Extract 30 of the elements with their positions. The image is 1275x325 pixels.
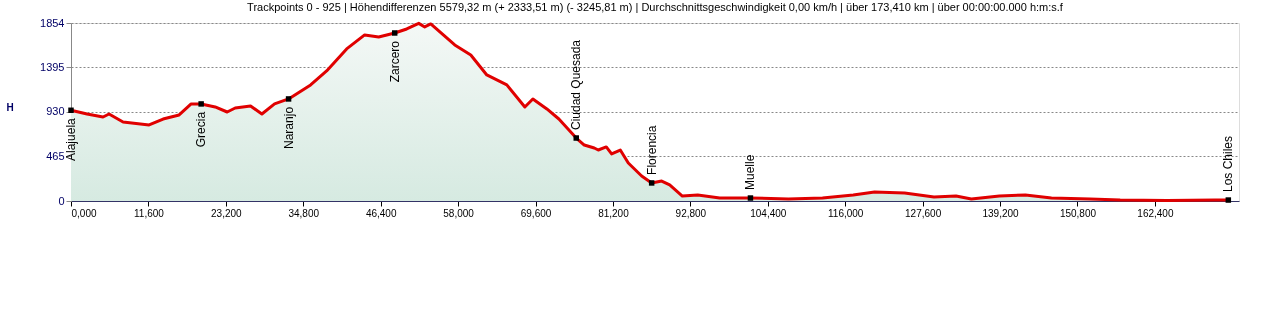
x-tick-label: 69,600 xyxy=(520,207,552,219)
x-tick-label: 23,200 xyxy=(211,207,243,219)
annotation: Alajuela xyxy=(64,117,78,161)
x-tick-label: 81,200 xyxy=(598,207,630,219)
annotation: Florencia xyxy=(644,125,659,175)
x-tick-label: 150,800 xyxy=(1059,207,1097,219)
y-tick-label: 1395 xyxy=(40,60,65,73)
y-axis-title: H xyxy=(6,101,14,113)
chart-title: Trackpoints 0 - 925 | Höhendifferenzen 5579,32 m (+ 2333,51 m) (- 3245,81 m) | Durchschnittsgeschwindigkeit 0,00 km/h | über 173,410 km | über 00:00:00.000 h:m:s.f xyxy=(247,1,1064,13)
annotation: Ciudad Quesada xyxy=(569,39,584,131)
annotation: Muelle xyxy=(743,154,758,191)
y-tick-label: 0 xyxy=(58,194,65,207)
y-tick-label: 465 xyxy=(46,149,65,162)
y-tick-label: 930 xyxy=(46,105,65,118)
x-tick-label: 116,000 xyxy=(828,207,864,219)
x-tick-label: 58,000 xyxy=(443,207,475,219)
annotation: Los Chiles xyxy=(1221,136,1236,193)
annotation: Grecia xyxy=(194,111,209,148)
x-tick-label: 104,400 xyxy=(750,207,787,219)
x-tick-label: 0,000 xyxy=(71,207,97,219)
x-tick-label: 162,400 xyxy=(1137,207,1174,219)
x-tick-label: 46,400 xyxy=(365,207,397,219)
x-tick-label: 11,600 xyxy=(134,207,165,219)
x-tick-label: 34,800 xyxy=(288,207,320,219)
x-tick-label: 139,200 xyxy=(982,207,1020,219)
annotation: Zarcero xyxy=(387,40,402,83)
annotation: Naranjo xyxy=(281,106,296,149)
x-tick-label: 127,600 xyxy=(905,207,942,219)
y-tick-label: 1854 xyxy=(40,16,65,29)
x-tick-label: 92,800 xyxy=(675,207,707,219)
